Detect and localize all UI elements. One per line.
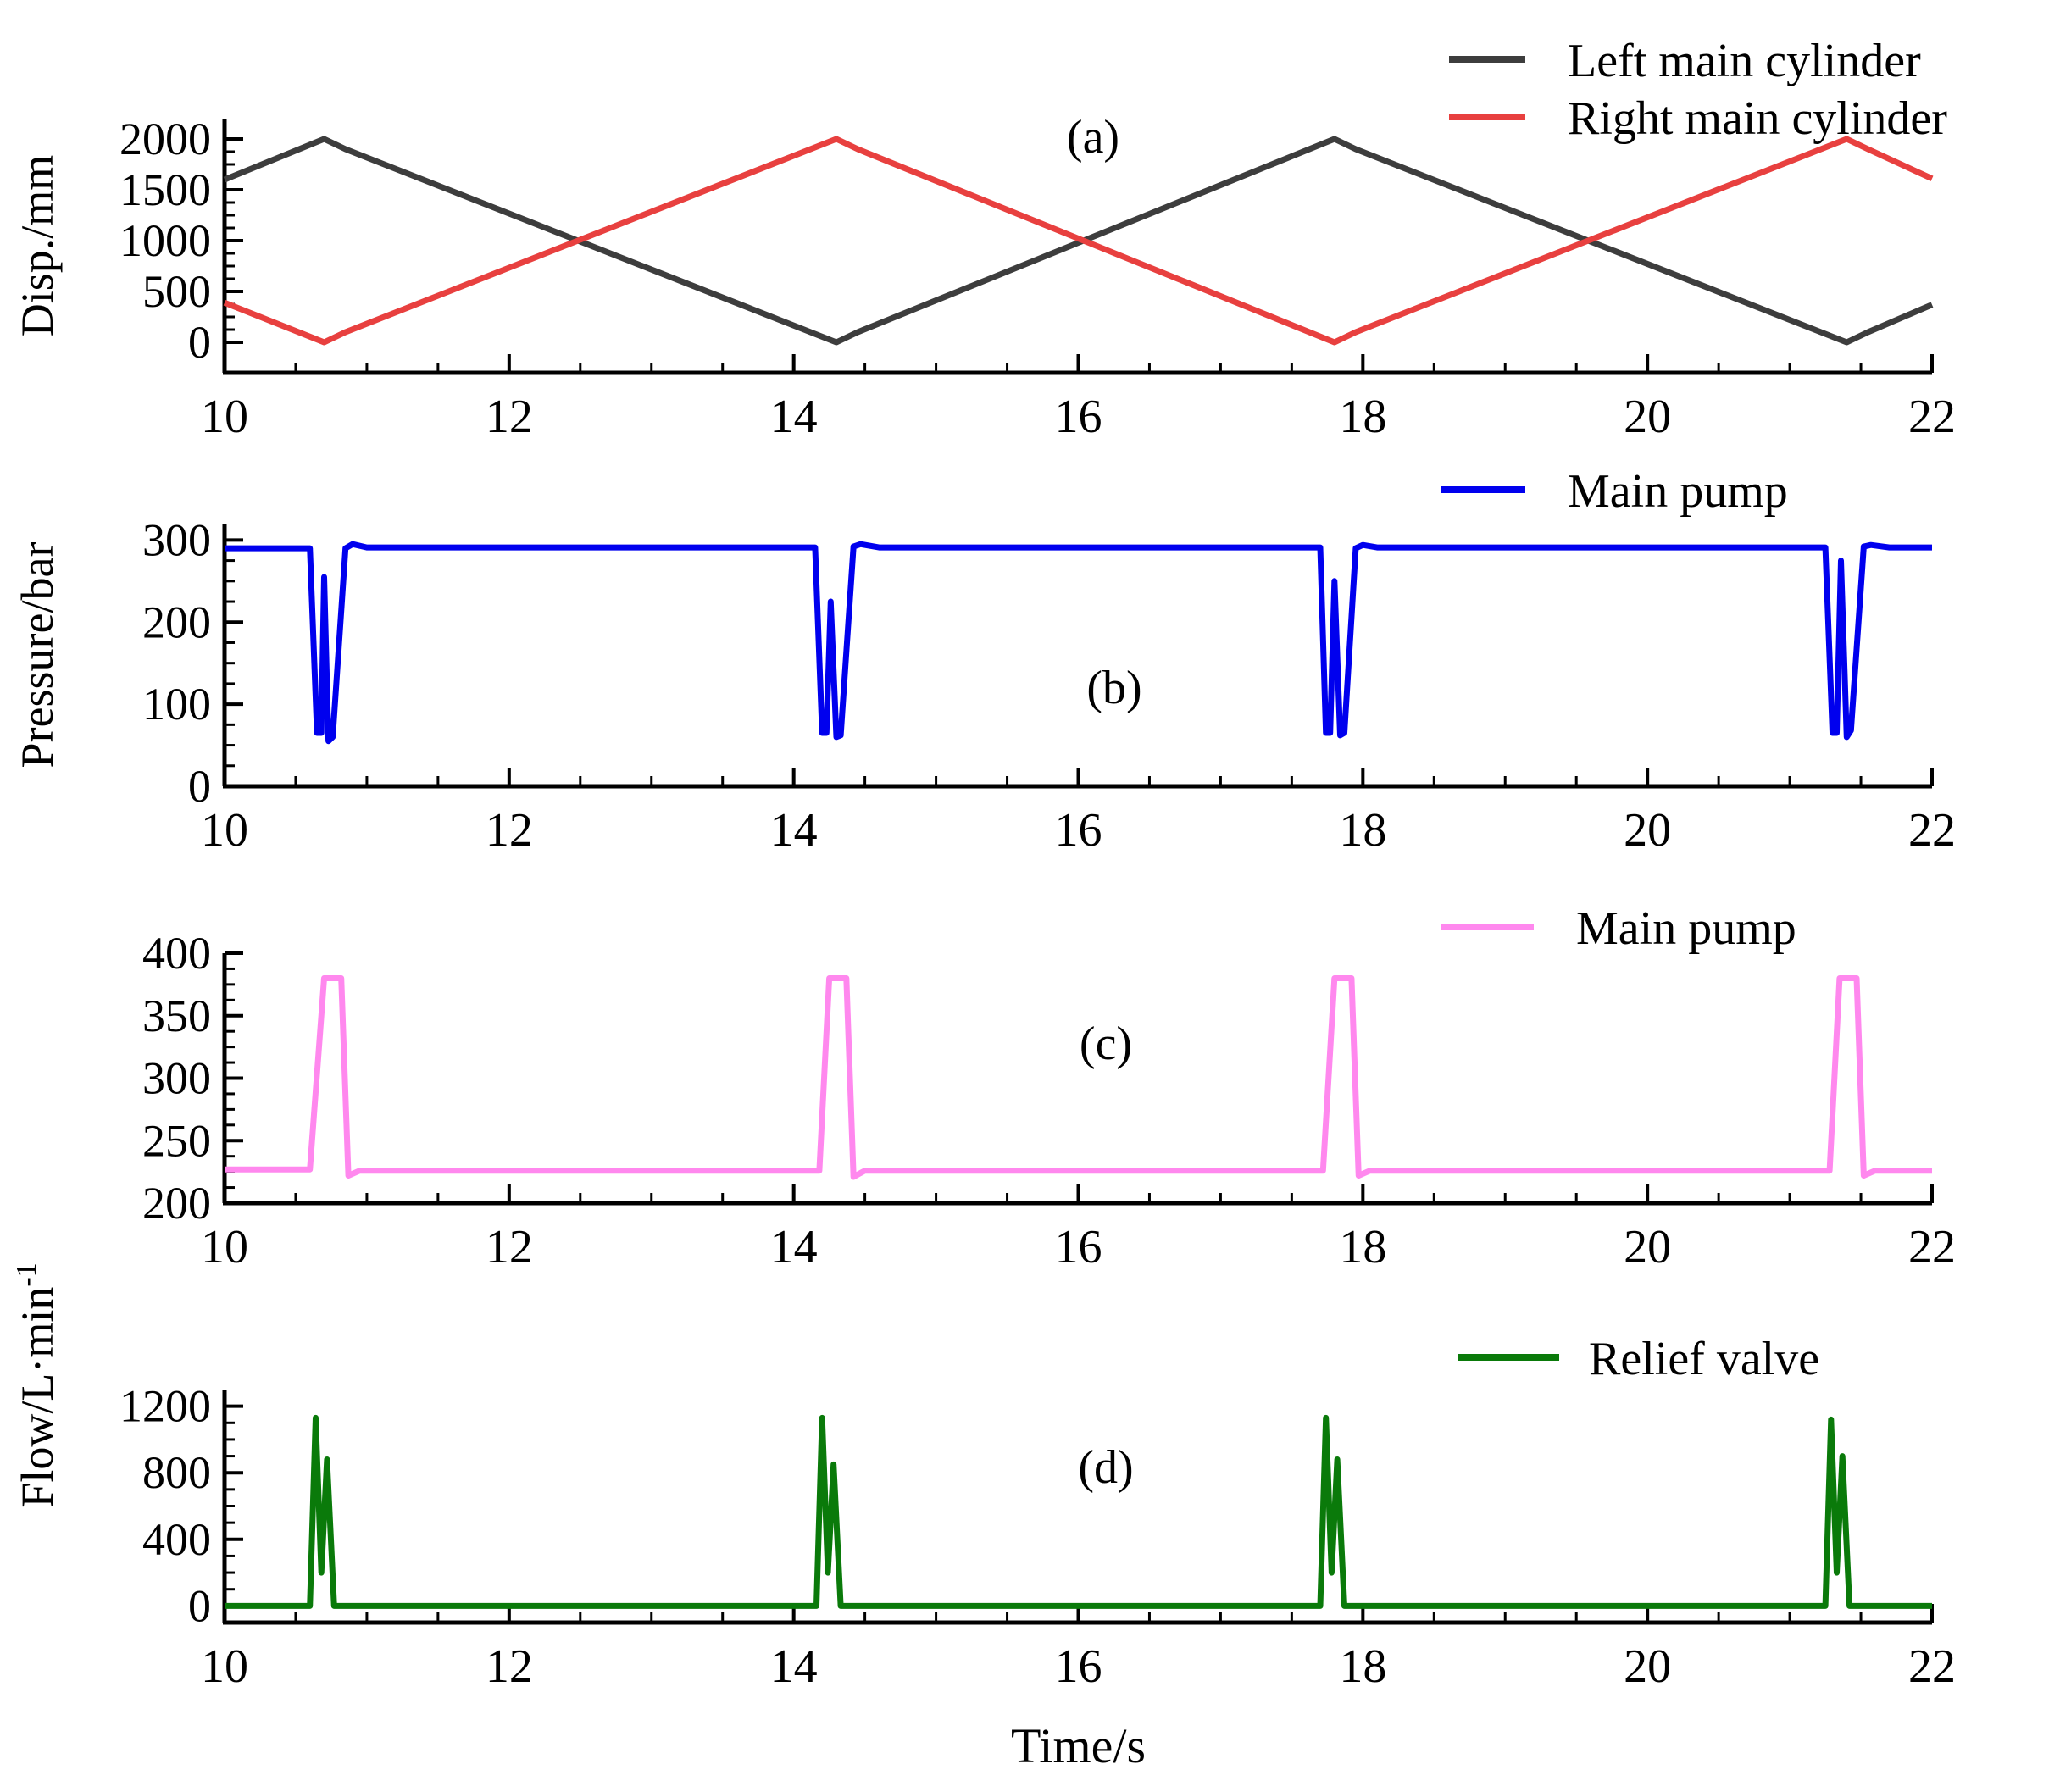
x-tick-label-d: 14 [770,1640,818,1693]
x-tick-label-c: 12 [486,1221,533,1273]
x-tick-label-c: 14 [770,1221,818,1273]
y-tick-label-b: 300 [142,514,211,565]
panel-label-d: (d) [1078,1441,1133,1494]
x-tick-label-b: 14 [770,804,818,857]
y-tick-label-d: 1200 [119,1381,211,1432]
panel-label-b: (b) [1086,662,1141,714]
legend-label-c-0: Main pump [1576,902,1796,955]
x-tick-label-c: 20 [1624,1221,1671,1273]
x-tick-label-c: 22 [1908,1221,1956,1273]
x-tick-label-b: 12 [486,804,533,857]
legend-label-a-1: Right main cylinder [1568,92,1947,145]
x-tick-label-c: 16 [1055,1221,1102,1273]
x-tick-label-b: 20 [1624,804,1671,857]
series-line-b-0 [225,541,1932,745]
shared-y-label-superscript: -1 [11,1262,42,1286]
panel-c: 10 12 14 16 18 20 22 200 250 300 350 400 (c) Main pum… [142,902,1956,1273]
x-tick-label-a: 22 [1908,391,1956,443]
y-tick-label-c: 350 [142,990,211,1041]
x-tick-label-a: 12 [486,391,533,443]
x-tick-label-c: 10 [201,1221,248,1273]
y-tick-label-b: 0 [188,761,211,812]
panel-b: 10 12 14 16 18 20 22 0 100 200 300 Pressure/bar (b) M… [12,465,1956,857]
legend-label-b-0: Main pump [1568,465,1788,518]
panel-label-c: (c) [1080,1018,1132,1070]
panel-label-a: (a) [1067,111,1119,164]
x-tick-label-a: 10 [201,391,248,443]
y-tick-label-a: 1500 [119,164,211,215]
legend-label-d-0: Relief valve [1589,1333,1819,1385]
y-tick-label-a: 500 [142,266,211,317]
panel-d: 10 12 14 16 18 20 22 0 400 800 1200 Time/s (d) Relief… [119,1333,1956,1773]
y-tick-label-c: 250 [142,1115,211,1166]
legend-label-a-0: Left main cylinder [1568,35,1921,87]
x-tick-label-a: 14 [770,391,818,443]
series-line-d-0 [225,1414,1932,1609]
shared-y-label-prefix: Flow/L·min [12,1287,63,1508]
x-axis-label-d: Time/s [1011,1718,1146,1773]
y-axis-label-b: Pressure/bar [12,542,63,768]
x-tick-label-d: 22 [1908,1640,1956,1693]
x-tick-label-b: 16 [1055,804,1102,857]
y-tick-label-d: 400 [142,1514,211,1565]
x-tick-label-d: 12 [486,1640,533,1693]
y-tick-label-d: 0 [188,1580,211,1631]
x-tick-label-c: 18 [1339,1221,1386,1273]
y-tick-label-a: 1000 [119,215,211,266]
y-tick-label-c: 300 [142,1053,211,1104]
series-line-c-0 [225,975,1932,1180]
x-tick-label-a: 16 [1055,391,1102,443]
y-tick-label-a: 0 [188,317,211,368]
y-axis-label-a: Disp./mm [12,155,63,337]
shared-y-label: Flow/L·min-1 [11,1262,63,1507]
y-tick-label-b: 200 [142,596,211,647]
x-tick-label-b: 18 [1339,804,1386,857]
series-line-a-1 [223,136,1934,346]
series-line-a-0 [223,136,1934,346]
x-tick-label-d: 10 [201,1640,248,1693]
y-tick-label-b: 100 [142,679,211,730]
x-tick-label-a: 20 [1624,391,1671,443]
x-tick-label-b: 10 [201,804,248,857]
x-tick-label-d: 16 [1055,1640,1102,1693]
y-tick-label-a: 2000 [119,114,211,164]
x-tick-label-d: 20 [1624,1640,1671,1693]
y-tick-label-c: 200 [142,1178,211,1229]
y-tick-label-d: 800 [142,1447,211,1498]
x-tick-label-b: 22 [1908,804,1956,857]
y-tick-label-c: 400 [142,928,211,979]
x-tick-label-a: 18 [1339,391,1386,443]
x-tick-label-d: 18 [1339,1640,1386,1693]
